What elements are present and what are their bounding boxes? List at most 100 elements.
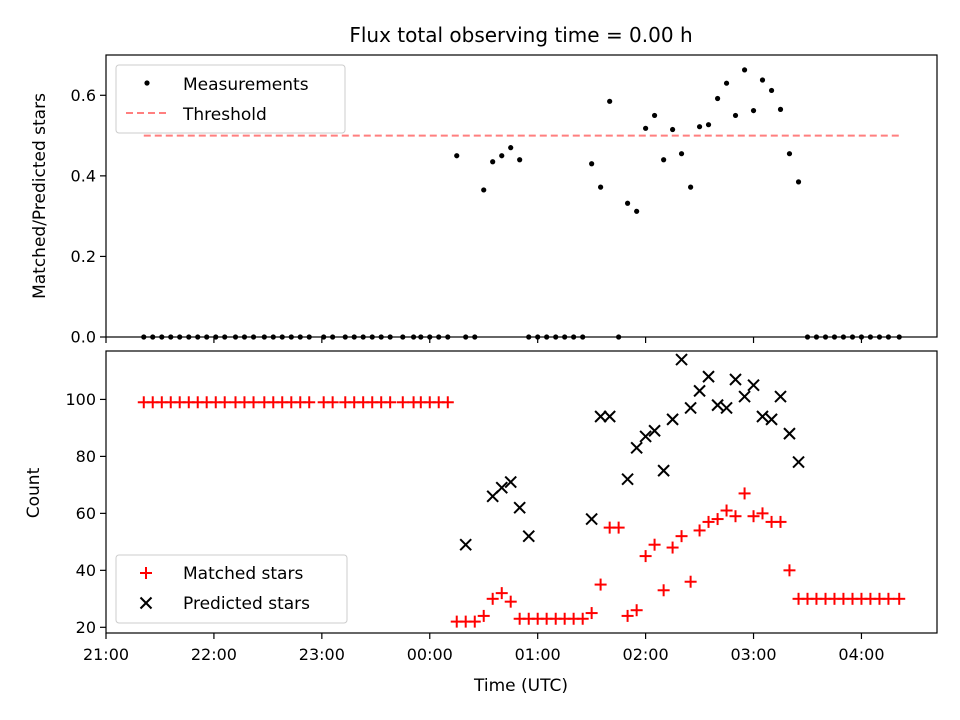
measurement-point xyxy=(589,161,595,167)
predicted-star-point xyxy=(711,398,724,412)
xtick-label: 01:00 xyxy=(515,645,561,664)
predicted-star-point-b xyxy=(648,424,661,437)
predicted-star-point xyxy=(603,410,616,423)
bottom-y-axis-label: Count xyxy=(24,467,44,518)
measurement-point xyxy=(360,334,366,340)
matched-star-point xyxy=(693,524,706,537)
predicted-star-point-b xyxy=(702,370,715,383)
measurement-point xyxy=(571,334,577,340)
predicted-star-point-b xyxy=(684,401,697,415)
measurement-point xyxy=(463,334,469,340)
predicted-star-point xyxy=(666,413,679,426)
measurement-point xyxy=(831,334,838,340)
matched-star-point xyxy=(893,592,906,605)
matched-star-point xyxy=(657,584,670,597)
predicted-star-point xyxy=(747,378,760,392)
xtick-label: 00:00 xyxy=(407,645,453,664)
predicted-star-point-b xyxy=(783,427,796,440)
measurement-point xyxy=(696,124,703,130)
chart-title: Flux total observing time = 0.00 h xyxy=(349,23,692,47)
matched-star-point xyxy=(441,396,454,409)
measurement-point xyxy=(427,334,433,340)
matched-star-point xyxy=(648,538,661,551)
measurement-point xyxy=(759,77,766,83)
predicted-star-point xyxy=(504,475,517,489)
measurement-point xyxy=(598,184,604,190)
bottom-ytick-label: 100 xyxy=(65,390,96,409)
legend-box xyxy=(115,554,348,624)
top-ytick-label: 0.0 xyxy=(71,328,96,347)
predicted-star-point-b xyxy=(756,410,769,423)
measurement-point xyxy=(876,334,883,340)
predicted-star-point-b xyxy=(747,378,760,392)
top-ytick-label: 0.4 xyxy=(71,166,96,185)
predicted-star-point-b xyxy=(765,413,778,426)
matched-star-point xyxy=(384,396,397,409)
legend-predicted-marker-b xyxy=(139,596,153,610)
measurement-point xyxy=(204,334,210,340)
predicted-star-point-b xyxy=(738,390,751,403)
matched-star-point xyxy=(684,575,697,588)
measurement-point xyxy=(351,334,357,340)
measurement-point xyxy=(270,334,276,340)
measurement-point xyxy=(288,334,294,340)
measurement-point xyxy=(535,334,541,340)
measurement-point xyxy=(678,151,685,157)
predicted-star-point xyxy=(792,455,805,469)
predicted-star-point-b xyxy=(630,441,643,455)
xtick-label: 23:00 xyxy=(299,645,345,664)
bottom-panel: 20 40 60 80 100 21:00 22:00 23:00 00:00 01:00 02:0… xyxy=(65,350,938,664)
legend-matched-label: Matched stars xyxy=(183,564,303,584)
xtick-label: 22:00 xyxy=(191,645,237,664)
measurement-point xyxy=(418,334,424,340)
bottom-ytick-label: 40 xyxy=(76,561,96,580)
measurement-point xyxy=(849,334,856,340)
predicted-star-point xyxy=(459,538,472,551)
bottom-ytick-label: 60 xyxy=(76,504,96,523)
xtick-label: 03:00 xyxy=(730,645,776,664)
matched-star-point xyxy=(729,510,742,523)
matched-star-point xyxy=(720,504,733,517)
measurement-point xyxy=(562,334,568,340)
predicted-star-point-b xyxy=(603,410,616,423)
measurement-point xyxy=(186,334,192,340)
matched-star-point xyxy=(666,541,679,554)
matched-star-point xyxy=(468,615,481,628)
predicted-star-point-b xyxy=(459,538,472,551)
matched-star-point xyxy=(711,513,724,526)
predicted-star-point xyxy=(729,373,742,386)
measurement-point xyxy=(661,157,667,163)
measurement-point xyxy=(777,106,784,112)
matched-star-point xyxy=(326,396,339,409)
predicted-star-point xyxy=(513,501,526,514)
legend-predicted-marker xyxy=(139,596,153,610)
predicted-star-point-b xyxy=(621,472,634,486)
matched-star-point xyxy=(783,564,796,577)
predicted-star-point-b xyxy=(522,529,535,543)
measurement-point xyxy=(321,334,327,340)
measurement-point xyxy=(813,334,820,340)
matched-star-point xyxy=(504,595,517,608)
measurement-point xyxy=(454,153,460,159)
predicted-star-point-b xyxy=(513,501,526,514)
matched-star-point xyxy=(594,578,607,591)
measurement-point xyxy=(634,208,640,214)
legend-matched-marker xyxy=(140,567,152,579)
measurement-point xyxy=(232,334,239,340)
measurement-point xyxy=(517,157,523,163)
predicted-star-point-b xyxy=(666,413,679,426)
measurement-point xyxy=(499,153,505,159)
measurement-point xyxy=(241,334,248,340)
measurement-point xyxy=(643,125,649,131)
predicted-star-point xyxy=(675,353,688,366)
predicted-star-point-b xyxy=(711,398,724,412)
matched-star-point xyxy=(576,612,589,625)
predicted-star-point-b xyxy=(720,401,733,415)
legend-measurements-marker xyxy=(144,80,150,86)
predicted-star-point-b xyxy=(639,430,652,443)
measurement-point xyxy=(580,334,586,340)
measurement-point xyxy=(553,334,559,340)
predicted-star-point xyxy=(774,390,787,403)
measurement-point xyxy=(250,334,257,340)
